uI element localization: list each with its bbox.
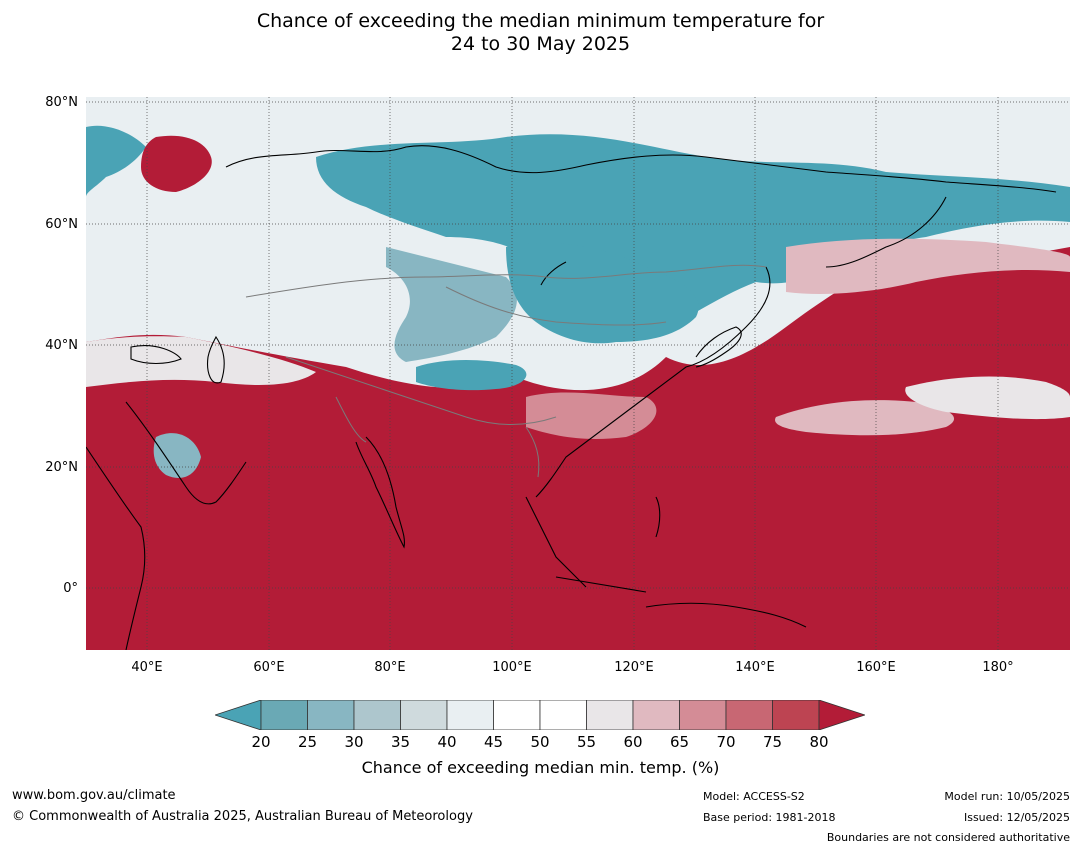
footer-boundaries-note: Boundaries are not considered authoritat… bbox=[826, 831, 1070, 844]
colorbar-segment bbox=[260, 700, 308, 730]
lat-label-80n: 80°N bbox=[45, 95, 78, 110]
colorbar-segment bbox=[539, 700, 587, 730]
lon-label-120e: 120°E bbox=[614, 660, 654, 675]
colorbar-segment bbox=[725, 700, 773, 730]
colorbar-segment bbox=[307, 700, 355, 730]
map-title: Chance of exceeding the median minimum t… bbox=[0, 10, 1081, 56]
colorbar-tick-label: 65 bbox=[669, 733, 690, 751]
footer-model-run: Model run: 10/05/2025 bbox=[944, 790, 1070, 803]
lat-label-0: 0° bbox=[63, 581, 78, 596]
colorbar-tick-label: 70 bbox=[716, 733, 736, 751]
colorbar-segment bbox=[632, 700, 680, 730]
lon-label-80e: 80°E bbox=[374, 660, 406, 675]
colorbar-segment bbox=[353, 700, 401, 730]
lon-label-160e: 160°E bbox=[856, 660, 896, 675]
siberia-cool-region bbox=[316, 134, 1070, 342]
lon-label-180: 180° bbox=[982, 660, 1014, 675]
lon-label-60e: 60°E bbox=[253, 660, 285, 675]
colorbar-segment bbox=[493, 700, 541, 730]
footer-base-period: Base period: 1981-2018 bbox=[703, 811, 836, 824]
northwest-warm-blob bbox=[141, 135, 212, 192]
colorbar-low-extension bbox=[215, 700, 262, 730]
colorbar-tick-label: 80 bbox=[809, 733, 829, 751]
country-boundaries bbox=[245, 264, 767, 478]
colorbar-tick-label: 55 bbox=[576, 733, 597, 751]
colorbar-tick-label: 50 bbox=[530, 733, 550, 751]
westasia-neutral-band bbox=[86, 336, 316, 387]
pacific-light-streak-2 bbox=[905, 376, 1070, 420]
colorbar-tick-label: 20 bbox=[251, 733, 271, 751]
lat-label-60n: 60°N bbox=[45, 217, 78, 232]
lon-label-140e: 140°E bbox=[735, 660, 775, 675]
colorbar-label: Chance of exceeding median min. temp. (%… bbox=[361, 758, 720, 777]
lon-label-40e: 40°E bbox=[131, 660, 163, 675]
colorbar-tick-label: 40 bbox=[437, 733, 457, 751]
colorbar-segment bbox=[400, 700, 448, 730]
colorbar-segment bbox=[586, 700, 634, 730]
graticule bbox=[86, 97, 1070, 650]
title-line-2: 24 to 30 May 2025 bbox=[450, 33, 631, 55]
tibet-cool-patch bbox=[416, 360, 527, 391]
scandinavia-cool-region bbox=[86, 125, 146, 197]
colorbar-tick-label: 75 bbox=[762, 733, 783, 751]
coastlines bbox=[86, 145, 1057, 650]
pacific-light-streak-1 bbox=[775, 400, 955, 436]
footer-copyright: © Commonwealth of Australia 2025, Austra… bbox=[12, 809, 473, 824]
lat-label-20n: 20°N bbox=[45, 460, 78, 475]
colorbar-tick-label: 60 bbox=[623, 733, 643, 751]
footer-url: www.bom.gov.au/climate bbox=[12, 788, 176, 803]
title-line-1: Chance of exceeding the median minimum t… bbox=[256, 10, 825, 32]
south-china-neutral bbox=[526, 392, 657, 439]
map-canvas bbox=[86, 97, 1070, 650]
colorbar-tick-label: 25 bbox=[297, 733, 318, 751]
lon-label-100e: 100°E bbox=[492, 660, 532, 675]
colorbar bbox=[215, 700, 865, 730]
arabia-cool-patch bbox=[153, 433, 201, 478]
central-asia-cool-band bbox=[386, 247, 517, 362]
colorbar-high-extension bbox=[818, 700, 865, 730]
colorbar-segment bbox=[446, 700, 494, 730]
footer-issued: Issued: 12/05/2025 bbox=[963, 811, 1070, 824]
lat-label-40n: 40°N bbox=[45, 338, 78, 353]
probability-map bbox=[86, 97, 1070, 650]
colorbar-tick-label: 45 bbox=[483, 733, 504, 751]
colorbar-segment bbox=[772, 700, 820, 730]
colorbar-tick-label: 30 bbox=[344, 733, 364, 751]
footer-model: Model: ACCESS-S2 bbox=[703, 790, 805, 803]
colorbar-segment bbox=[679, 700, 727, 730]
northeast-pacific-neutral bbox=[786, 238, 1070, 294]
colorbar-tick-label: 35 bbox=[390, 733, 411, 751]
mongolia-cool-region bbox=[506, 243, 699, 344]
